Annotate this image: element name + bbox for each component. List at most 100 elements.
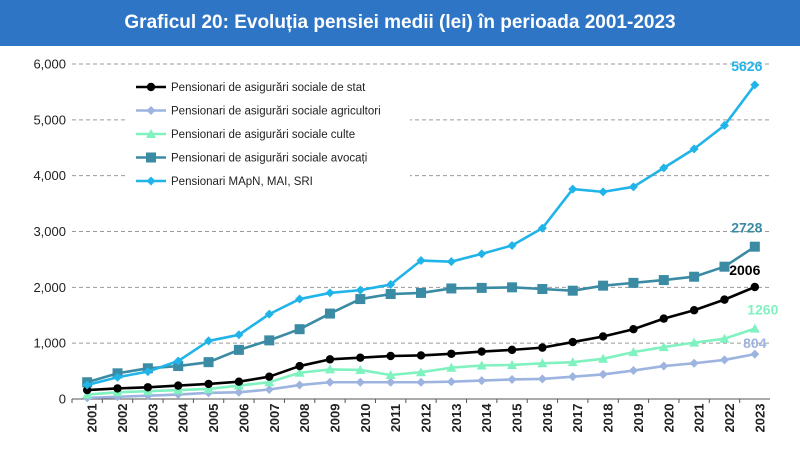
data-point-stat xyxy=(295,361,304,371)
data-point-culte xyxy=(264,377,275,387)
end-label-culte: 1260 xyxy=(747,302,778,318)
data-point-mapn xyxy=(537,223,547,233)
legend-marker-mapn xyxy=(146,176,156,186)
data-point-culte xyxy=(203,383,214,393)
x-tick-label: 2018 xyxy=(601,404,616,433)
x-tick-label: 2005 xyxy=(206,404,221,433)
x-tick-label: 2004 xyxy=(176,403,191,433)
data-point-avocati xyxy=(324,308,335,319)
data-point-agricultori xyxy=(719,355,729,365)
x-tick-label: 2012 xyxy=(419,404,434,433)
data-point-culte xyxy=(537,358,548,368)
x-tick-label: 2008 xyxy=(297,404,312,433)
legend-label-agricultori: Pensionari de asigurări sociale agricult… xyxy=(171,106,381,118)
data-point-mapn xyxy=(113,372,123,382)
data-point-stat xyxy=(507,345,517,355)
chart-area: 0 1,000 2,000 3,000 4,000 5,000 6,000 2001 2002… xyxy=(33,57,778,433)
data-point-stat xyxy=(204,379,213,389)
x-tick-label: 2006 xyxy=(236,404,251,433)
data-point-culte xyxy=(749,323,760,333)
data-point-agricultori xyxy=(264,385,274,395)
data-point-agricultori xyxy=(750,349,760,359)
data-point-culte xyxy=(689,337,700,347)
data-point-mapn xyxy=(719,120,729,130)
x-tick-label: 2011 xyxy=(388,404,403,432)
y-tick-label: 3,000 xyxy=(33,224,66,239)
data-point-mapn xyxy=(386,280,396,290)
data-point-stat xyxy=(234,377,244,386)
data-point-mapn xyxy=(264,309,274,319)
data-point-avocati xyxy=(355,294,366,305)
data-point-stat xyxy=(629,325,638,334)
data-point-avocati xyxy=(628,277,639,288)
data-point-mapn xyxy=(173,356,183,366)
data-point-stat xyxy=(113,384,122,393)
data-point-agricultori xyxy=(628,366,638,376)
x-tick-label: 2017 xyxy=(570,404,585,433)
data-point-avocati xyxy=(385,289,396,300)
x-tick-label: 2010 xyxy=(358,404,373,433)
legend-marker-culte xyxy=(146,129,156,138)
data-point-avocati xyxy=(719,261,730,272)
x-tick-label: 2016 xyxy=(540,404,555,433)
data-point-stat xyxy=(598,332,608,341)
data-point-stat xyxy=(325,355,335,364)
data-point-agricultori xyxy=(355,377,365,387)
data-point-culte xyxy=(294,367,305,377)
x-tick-label: 2009 xyxy=(327,404,342,433)
y-tick-label: 4,000 xyxy=(33,168,66,183)
data-point-agricultori xyxy=(659,361,669,371)
series-culte xyxy=(82,323,760,399)
series-agricultori xyxy=(82,349,760,403)
data-point-avocati xyxy=(233,344,244,355)
end-label-stat: 2006 xyxy=(729,262,760,278)
data-point-mapn xyxy=(568,184,578,194)
data-point-mapn xyxy=(416,256,426,266)
y-tick-label: 6,000 xyxy=(33,57,66,72)
y-tick-label: 1,000 xyxy=(33,336,66,351)
data-point-stat xyxy=(538,343,547,352)
data-point-mapn xyxy=(234,330,244,340)
data-point-agricultori xyxy=(416,377,426,387)
data-point-culte xyxy=(416,367,426,377)
data-point-avocati xyxy=(203,357,214,368)
x-tick-label: 2021 xyxy=(692,404,707,433)
data-point-avocati xyxy=(537,284,548,295)
end-label-avocati: 2728 xyxy=(731,220,762,236)
data-point-stat xyxy=(356,353,365,362)
data-point-avocati xyxy=(567,285,578,296)
legend-box xyxy=(128,72,410,196)
data-point-culte xyxy=(598,353,609,363)
data-point-mapn xyxy=(689,144,699,154)
series-mapn xyxy=(82,80,760,390)
legend-label-avocati: Pensionari de asigurări sociale avocați xyxy=(171,153,367,165)
end-labels: 2006 804 1260 2728 5626 xyxy=(729,58,778,351)
data-point-stat xyxy=(416,351,426,360)
data-point-agricultori xyxy=(568,372,578,382)
data-point-avocati xyxy=(598,280,609,291)
data-point-agricultori xyxy=(446,377,456,387)
data-point-mapn xyxy=(446,257,456,267)
x-tick-label: 2020 xyxy=(661,404,676,433)
data-point-mapn xyxy=(628,182,638,192)
data-point-stat xyxy=(447,349,456,358)
x-tick-label: 2014 xyxy=(479,403,494,433)
x-tick-label: 2019 xyxy=(631,404,646,433)
data-point-culte xyxy=(324,364,335,374)
x-tick-label: 2001 xyxy=(85,404,100,433)
data-point-agricultori xyxy=(477,376,487,386)
data-point-stat xyxy=(750,282,760,292)
legend: Pensionari de asigurări sociale de stat P… xyxy=(128,72,410,196)
data-point-mapn xyxy=(295,294,305,304)
data-point-avocati xyxy=(507,282,518,293)
data-point-culte xyxy=(658,342,669,352)
data-point-agricultori xyxy=(234,387,244,397)
data-point-mapn xyxy=(355,285,365,295)
legend-marker-agricultori xyxy=(146,106,156,115)
data-point-mapn xyxy=(143,367,153,377)
data-point-stat xyxy=(174,381,183,390)
x-tick-label: 2003 xyxy=(145,404,160,433)
data-point-agricultori xyxy=(598,369,608,379)
legend-label-culte: Pensionari de asigurări sociale culte xyxy=(171,129,355,141)
series-stat xyxy=(82,282,760,395)
